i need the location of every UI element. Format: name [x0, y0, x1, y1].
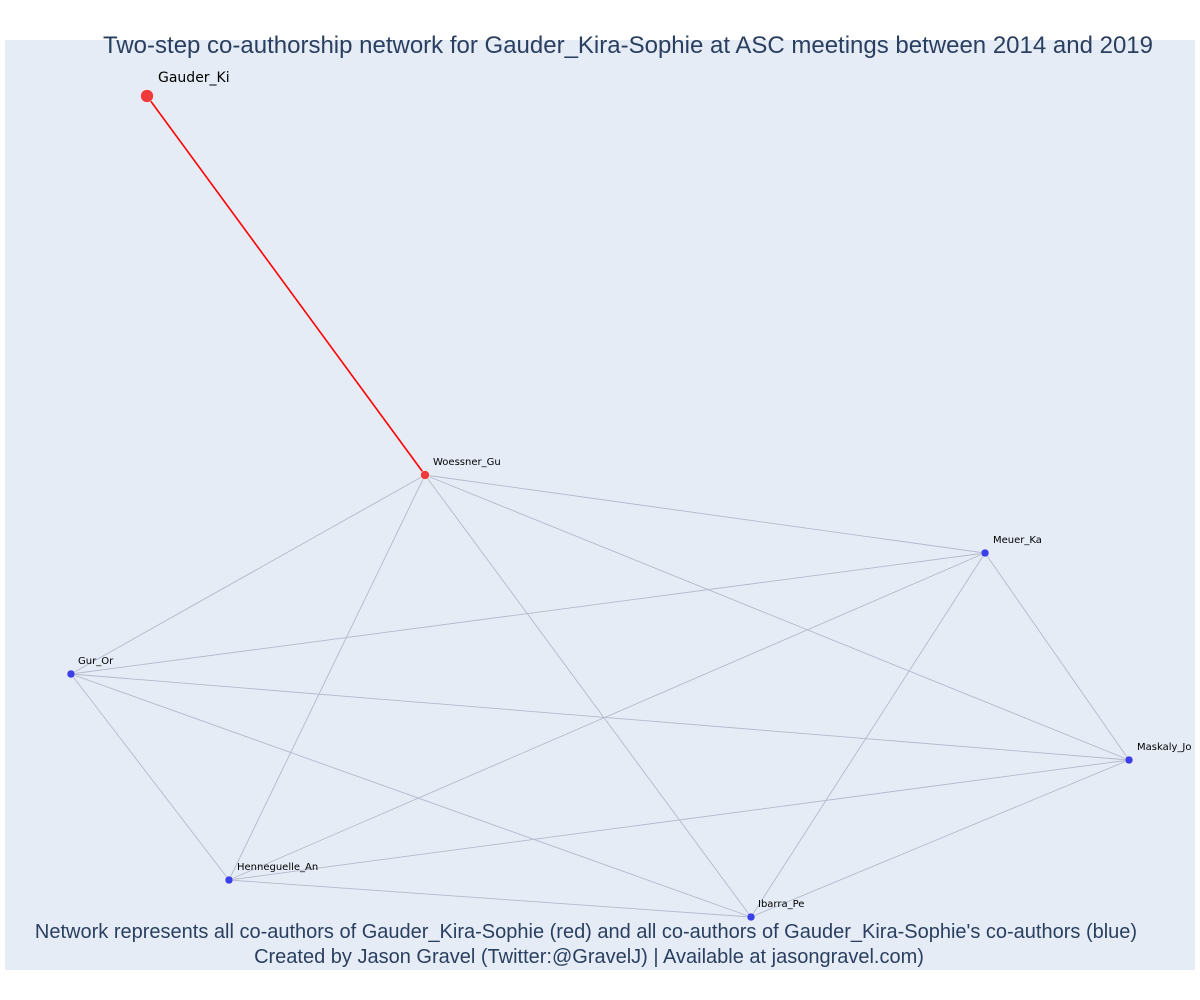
edge-Henneguelle_An-Ibarra_Pe [228, 879, 752, 918]
edge-Maskaly_Jo-Ibarra_Pe [750, 759, 1130, 918]
node-Meuer_Ka[interactable] [980, 548, 990, 558]
labels-layer: Gauder_Ki Woessner_Gu Meuer_Ka Gur_Or Maskal… [78, 70, 1191, 910]
node-Henneguelle_An[interactable] [224, 875, 234, 885]
node-Woessner_Gu[interactable] [420, 470, 430, 480]
edge-Maskaly_Jo-Henneguelle_An [228, 759, 1130, 881]
edge-Gur_Or-Maskaly_Jo [70, 673, 1130, 761]
node-label-Ibarra_Pe: Ibarra_Pe [758, 899, 804, 910]
edge-Meuer_Ka-Gur_Or [70, 552, 986, 675]
edge-Woessner_Gu-Henneguelle_An [228, 474, 426, 881]
caption-line-2: Created by Jason Gravel (Twitter:@Gravel… [254, 946, 924, 968]
node-label-Meuer_Ka: Meuer_Ka [993, 535, 1042, 546]
node-label-Woessner_Gu: Woessner_Gu [433, 457, 501, 468]
node-Gauder_Ki[interactable] [140, 89, 154, 103]
edge-Meuer_Ka-Henneguelle_An [228, 552, 986, 881]
edge-Meuer_Ka-Ibarra_Pe [750, 552, 986, 918]
nodes-layer [66, 89, 1134, 922]
node-label-Gur_Or: Gur_Or [78, 656, 114, 667]
edge-Woessner_Gu-Ibarra_Pe [424, 474, 752, 918]
node-Ibarra_Pe[interactable] [746, 912, 756, 922]
node-Gur_Or[interactable] [66, 669, 76, 679]
node-Maskaly_Jo[interactable] [1124, 755, 1134, 765]
plot-title: Two-step co-authorship network for Gaude… [103, 32, 1153, 59]
edge-Woessner_Gu-Meuer_Ka [424, 474, 986, 554]
node-label-Henneguelle_An: Henneguelle_An [237, 862, 318, 873]
caption-line-1: Network represents all co-authors of Gau… [35, 921, 1137, 943]
edges-layer [70, 95, 1130, 918]
edge-Meuer_Ka-Maskaly_Jo [984, 552, 1130, 761]
edge-Gur_Or-Henneguelle_An [70, 673, 230, 881]
node-label-Maskaly_Jo: Maskaly_Jo [1137, 742, 1191, 753]
edge-Woessner_Gu-Maskaly_Jo [424, 474, 1130, 761]
edge-Gur_Or-Ibarra_Pe [70, 673, 752, 918]
node-label-Gauder_Ki: Gauder_Ki [158, 70, 230, 86]
edge-Woessner_Gu-Gur_Or [70, 474, 426, 675]
edge-Gauder_Ki-Woessner_Gu [146, 95, 426, 476]
